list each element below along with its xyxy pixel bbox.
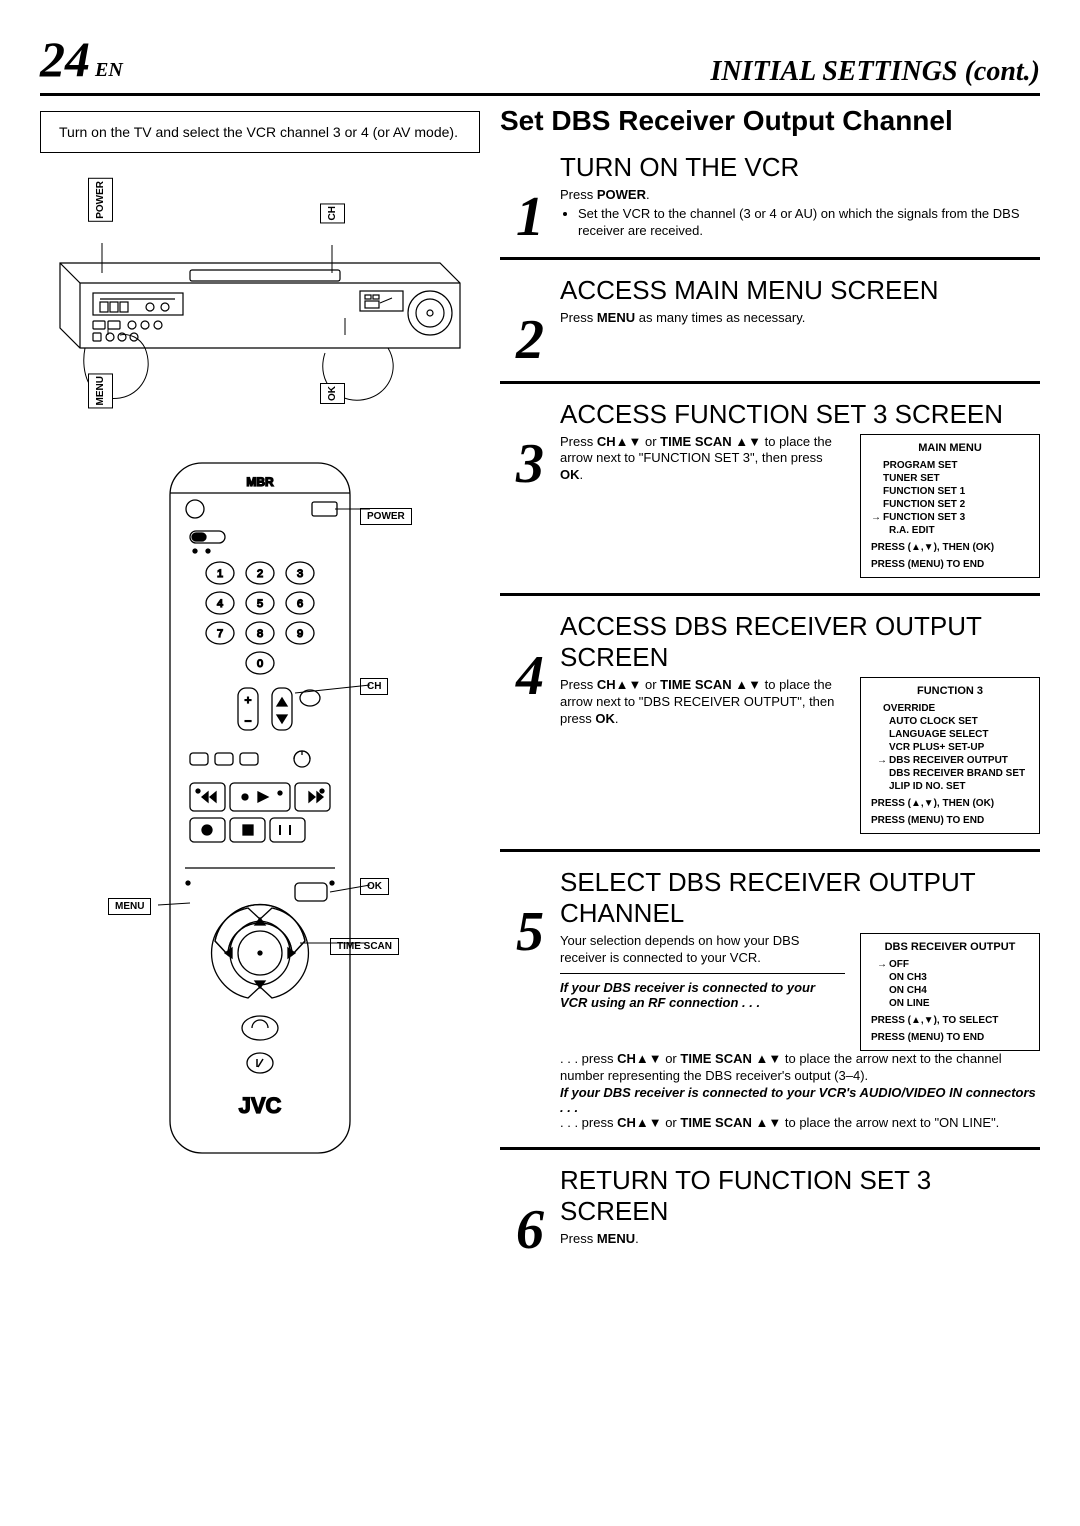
menu-footer-line: PRESS (MENU) TO END	[871, 558, 1029, 571]
step-body: SELECT DBS RECEIVER OUTPUT CHANNEL Your s…	[560, 867, 1040, 1132]
menu-footer-line: PRESS (▲,▼), TO SELECT	[871, 1014, 1029, 1027]
remote-mbr-text: MBR	[246, 475, 274, 489]
step: 2ACCESS MAIN MENU SCREEN Press MENU as ma…	[500, 275, 1040, 383]
step-intro: Your selection depends on how your DBS r…	[560, 933, 845, 967]
menu-item: ON CH4	[871, 984, 1029, 997]
step-press-text: Press CH▲▼ or TIME SCAN ▲▼ to place the …	[560, 434, 845, 485]
menu-item: OFF	[871, 958, 1029, 971]
menu-footer-line: PRESS (MENU) TO END	[871, 814, 1029, 827]
step-press-text: Press MENU as many times as necessary.	[560, 310, 1040, 325]
step-title: RETURN TO FUNCTION SET 3 SCREEN	[560, 1165, 1040, 1227]
vcr-label-power: POWER	[88, 178, 113, 222]
menu-item: ON LINE	[871, 997, 1029, 1010]
svg-text:6: 6	[297, 598, 303, 610]
step-number: 2	[500, 275, 560, 365]
svg-text:2: 2	[257, 568, 263, 580]
menu-item: R.A. EDIT	[871, 524, 1029, 537]
menu-item: FUNCTION SET 2	[871, 498, 1029, 511]
step-number: 4	[500, 611, 560, 834]
step-sub-text: . . . press CH▲▼ or TIME SCAN ▲▼ to plac…	[560, 1115, 1040, 1132]
svg-text:4: 4	[217, 598, 223, 610]
step-body: ACCESS DBS RECEIVER OUTPUT SCREENPress C…	[560, 611, 1040, 834]
step-title: SELECT DBS RECEIVER OUTPUT CHANNEL	[560, 867, 1040, 929]
menu-item: FUNCTION SET 1	[871, 485, 1029, 498]
menu-item: ON CH3	[871, 971, 1029, 984]
vcr-label-ch: CH	[320, 203, 345, 223]
step-press-text: Press MENU.	[560, 1231, 1040, 1246]
step-sub-italic: If your DBS receiver is connected to you…	[560, 980, 845, 1010]
menu-item: FUNCTION SET 3	[871, 511, 1029, 524]
menu-item: PROGRAM SET	[871, 459, 1029, 472]
menu-title: FUNCTION 3	[871, 684, 1029, 698]
menu-item: OVERRIDE	[871, 702, 1029, 715]
menu-box: FUNCTION 3 OVERRIDEAUTO CLOCK SETLANGUAGE…	[860, 677, 1040, 834]
menu-title: DBS RECEIVER OUTPUT	[871, 940, 1029, 954]
page-lang: EN	[95, 59, 123, 81]
menu-footer-line: PRESS (MENU) TO END	[871, 1031, 1029, 1044]
menu-item: TUNER SET	[871, 472, 1029, 485]
tip-text: Turn on the TV and select the VCR channe…	[59, 124, 458, 140]
vcr-label-menu: MENU	[88, 373, 113, 408]
step: 4ACCESS DBS RECEIVER OUTPUT SCREENPress …	[500, 611, 1040, 852]
menu-item: DBS RECEIVER BRAND SET	[871, 767, 1029, 780]
tip-box: Turn on the TV and select the VCR channe…	[40, 111, 480, 153]
step-number: 1	[500, 152, 560, 242]
step-body: TURN ON THE VCR Press POWER. Set the VCR t…	[560, 152, 1040, 242]
svg-text:−: −	[244, 714, 251, 728]
svg-text:1: 1	[217, 568, 223, 580]
step-title: TURN ON THE VCR	[560, 152, 1040, 183]
menu-title: MAIN MENU	[871, 441, 1029, 455]
menu-box: DBS RECEIVER OUTPUT OFFON CH3ON CH4ON LIN…	[860, 933, 1040, 1051]
step-body: ACCESS MAIN MENU SCREEN Press MENU as man…	[560, 275, 1040, 365]
step-number: 3	[500, 399, 560, 578]
svg-text:7: 7	[217, 628, 223, 640]
svg-text:0: 0	[257, 658, 263, 670]
step-number: 6	[500, 1165, 560, 1255]
vcr-illustration: POWER CH MENU OK	[40, 173, 480, 433]
menu-item: VCR PLUS+ SET-UP	[871, 741, 1029, 754]
step-number: 5	[500, 867, 560, 1132]
menu-item: JLIP ID NO. SET	[871, 780, 1029, 793]
menu-item: DBS RECEIVER OUTPUT	[871, 754, 1029, 767]
menu-item: LANGUAGE SELECT	[871, 728, 1029, 741]
step-bullet: Set the VCR to the channel (3 or 4 or AU…	[578, 206, 1040, 240]
menu-footer-line: PRESS (▲,▼), THEN (OK)	[871, 797, 1029, 810]
step: 3ACCESS FUNCTION SET 3 SCREEN Press CH▲▼ …	[500, 399, 1040, 596]
svg-text:8: 8	[257, 628, 263, 640]
step: 5SELECT DBS RECEIVER OUTPUT CHANNEL Your …	[500, 867, 1040, 1150]
page-number: 24EN	[40, 30, 123, 88]
menu-footer-line: PRESS (▲,▼), THEN (OK)	[871, 541, 1029, 554]
step-sub-italic: If your DBS receiver is connected to you…	[560, 1085, 1040, 1115]
menu-item: AUTO CLOCK SET	[871, 715, 1029, 728]
svg-text:3: 3	[297, 568, 303, 580]
remote-illustration: POWER CH OK MENU TIME SCAN MBR	[40, 453, 480, 1173]
step-title: ACCESS MAIN MENU SCREEN	[560, 275, 1040, 306]
svg-text:5: 5	[257, 598, 263, 610]
page-number-val: 24	[40, 31, 90, 87]
svg-text:9: 9	[297, 628, 303, 640]
step-press-text: Press POWER.	[560, 187, 1040, 202]
header-title: INITIAL SETTINGS (cont.)	[710, 56, 1040, 88]
remote-brand-text: JVC	[239, 1093, 282, 1118]
svg-text:+: +	[244, 693, 251, 707]
step: 1TURN ON THE VCR Press POWER. Set the VCR …	[500, 152, 1040, 260]
step-sub-text: . . . press CH▲▼ or TIME SCAN ▲▼ to plac…	[560, 1051, 1040, 1085]
vcr-label-ok: OK	[320, 383, 345, 404]
page-header: 24EN INITIAL SETTINGS (cont.)	[40, 30, 1040, 96]
menu-box: MAIN MENUPROGRAM SETTUNER SETFUNCTION SE…	[860, 434, 1040, 578]
step-body: ACCESS FUNCTION SET 3 SCREEN Press CH▲▼ o…	[560, 399, 1040, 578]
step: 6RETURN TO FUNCTION SET 3 SCREEN Press ME…	[500, 1165, 1040, 1270]
step-title: ACCESS FUNCTION SET 3 SCREEN	[560, 399, 1040, 430]
step-press-text: Press CH▲▼ or TIME SCAN ▲▼ to place the …	[560, 677, 845, 728]
step-body: RETURN TO FUNCTION SET 3 SCREEN Press MEN…	[560, 1165, 1040, 1255]
remote-svg: MBR 1 2 3 4 5 6	[140, 453, 380, 1173]
step-title: ACCESS DBS RECEIVER OUTPUT SCREEN	[560, 611, 1040, 673]
section-title: Set DBS Receiver Output Channel	[500, 106, 1040, 137]
